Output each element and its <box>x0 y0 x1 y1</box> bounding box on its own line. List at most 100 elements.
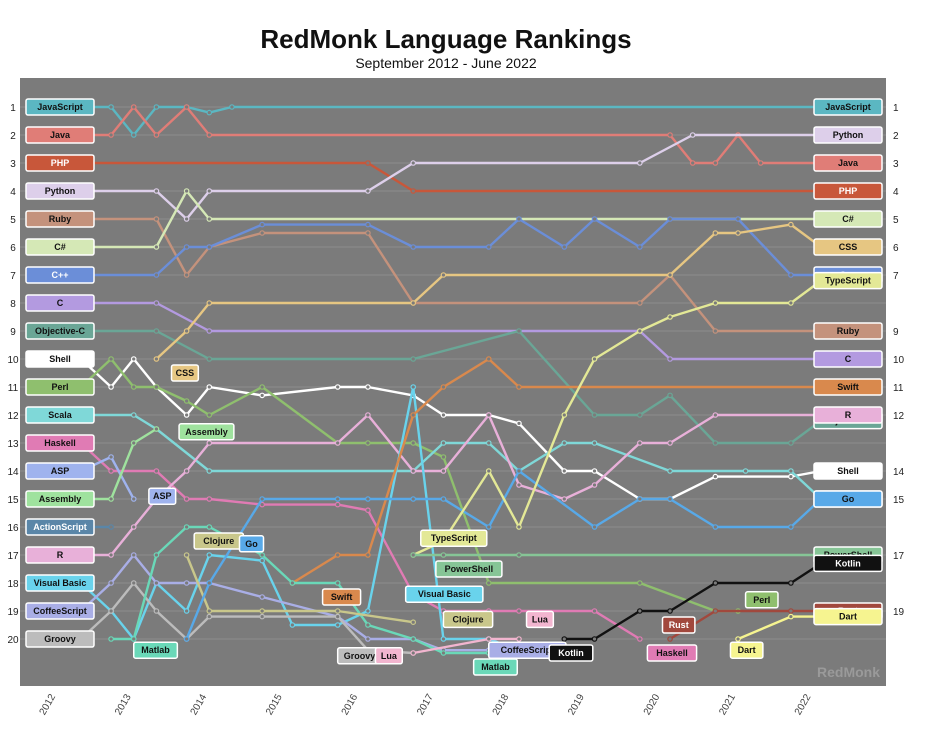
point-javascript-2 <box>130 132 137 138</box>
left-label-visual-basic: Visual Basic <box>25 574 95 592</box>
right-label-go-text: Go <box>842 494 855 504</box>
point-coffeescript-6 <box>259 594 265 600</box>
point-groovy-3 <box>153 608 160 614</box>
point-c-4 <box>667 356 673 362</box>
inline-label-groovy-0: Groovy <box>336 647 383 665</box>
right-rank-10: 10 <box>893 355 905 366</box>
point-css-2 <box>206 300 213 306</box>
inline-label-clojure-0: Clojure <box>193 532 245 550</box>
left-label-scala-text: Scala <box>48 410 73 420</box>
point-python-4 <box>365 188 371 194</box>
point-shell-1 <box>108 384 114 390</box>
left-label-php-text: PHP <box>51 158 70 168</box>
point-groovy-5 <box>206 613 213 620</box>
point-dart-1 <box>788 613 794 620</box>
point-shell-13 <box>561 468 568 474</box>
point-kotlin-1 <box>591 636 598 642</box>
point-scala-1 <box>130 412 137 418</box>
point-powershell-1 <box>440 552 447 558</box>
left-label-java: Java <box>25 126 95 144</box>
x-tick-2015: 2015 <box>264 692 285 717</box>
right-label-kotlin: Kotlin <box>813 554 883 573</box>
point-swift-3 <box>410 412 417 418</box>
left-rank-9: 9 <box>10 327 16 338</box>
left-rank-8: 8 <box>10 299 16 310</box>
inline-label-visual-basic-0-text: Visual Basic <box>418 589 471 599</box>
point-coffeescript-8 <box>365 636 371 642</box>
point-matlab-8 <box>365 622 371 628</box>
inline-label-haskell-0: Haskell <box>646 644 698 662</box>
point-r-8 <box>410 468 417 474</box>
left-label-javascript-text: JavaScript <box>37 102 83 112</box>
line-javascript <box>79 105 823 137</box>
point-lua-2 <box>516 636 522 642</box>
inline-label-asp-0: ASP <box>148 487 177 505</box>
left-rank-10: 10 <box>7 355 19 366</box>
line-c- <box>79 217 823 277</box>
point-perl-5 <box>206 412 213 418</box>
right-label-php: PHP <box>813 182 883 200</box>
left-rank-12: 12 <box>7 411 19 422</box>
left-label-haskell: Haskell <box>25 434 95 452</box>
point-matlab-4 <box>206 524 213 530</box>
point-visual-basic-10 <box>410 384 417 390</box>
x-tick-2014: 2014 <box>189 692 210 717</box>
right-rank-9: 9 <box>893 327 899 338</box>
right-rank-2: 2 <box>893 131 899 142</box>
point-c--4 <box>259 221 265 228</box>
point-r-12 <box>561 496 568 502</box>
point-matlab-5 <box>259 552 265 558</box>
inline-label-go-0: Go <box>238 535 265 553</box>
inline-label-swift-0: Swift <box>321 588 362 606</box>
point-r-15 <box>667 440 673 446</box>
point-visual-basic-11 <box>440 636 447 642</box>
inline-label-powershell-0: PowerShell <box>435 560 503 578</box>
point-c-2 <box>206 328 213 334</box>
right-label-python-text: Python <box>833 130 864 140</box>
line-css <box>155 223 823 361</box>
inline-label-matlab-1-text: Matlab <box>481 662 510 672</box>
point-visual-basic-4 <box>183 608 190 614</box>
point-swift-5 <box>485 356 492 362</box>
point-typescript-3 <box>516 524 522 530</box>
left-label-actionscript-text: ActionScript <box>33 522 87 532</box>
point-perl-12 <box>637 580 643 586</box>
point-r-10 <box>485 412 492 418</box>
left-label-objective-c: Objective-C <box>25 322 95 340</box>
right-rank-4: 4 <box>893 187 899 198</box>
left-label-python: Python <box>25 182 95 200</box>
point-matlab-10 <box>440 650 447 656</box>
point-scala-12 <box>788 468 794 474</box>
right-label-dart: Dart <box>813 607 883 626</box>
point-assembly-1 <box>108 496 114 502</box>
line-swift <box>291 357 823 585</box>
redmonk-watermark: RedMonk <box>817 664 880 680</box>
point-r-6 <box>334 440 341 446</box>
point-python-3 <box>206 188 213 194</box>
point-c--12 <box>667 216 673 222</box>
left-label-javascript: JavaScript <box>25 98 95 116</box>
point-c--3 <box>206 216 213 222</box>
point-javascript-6 <box>229 104 235 110</box>
left-label-groovy: Groovy <box>25 630 95 648</box>
left-label-c: C <box>25 294 95 312</box>
point-perl-11 <box>485 580 492 586</box>
point-swift-6 <box>516 384 522 390</box>
point-matlab-0 <box>108 636 114 642</box>
left-rank-18: 18 <box>7 579 19 590</box>
point-r-1 <box>108 552 114 558</box>
point-java-8 <box>712 160 719 166</box>
left-rank-19: 19 <box>7 607 19 618</box>
point-java-7 <box>689 160 696 166</box>
left-label-c--text: C++ <box>51 270 68 280</box>
line-groovy <box>79 581 415 655</box>
line-haskell <box>79 441 641 641</box>
point-r-11 <box>516 482 522 488</box>
left-label-coffeescript-text: CoffeeScript <box>33 606 87 616</box>
point-asp-1 <box>108 454 114 460</box>
right-label-swift: Swift <box>813 378 883 396</box>
inline-label-haskell-0-text: Haskell <box>656 648 688 658</box>
